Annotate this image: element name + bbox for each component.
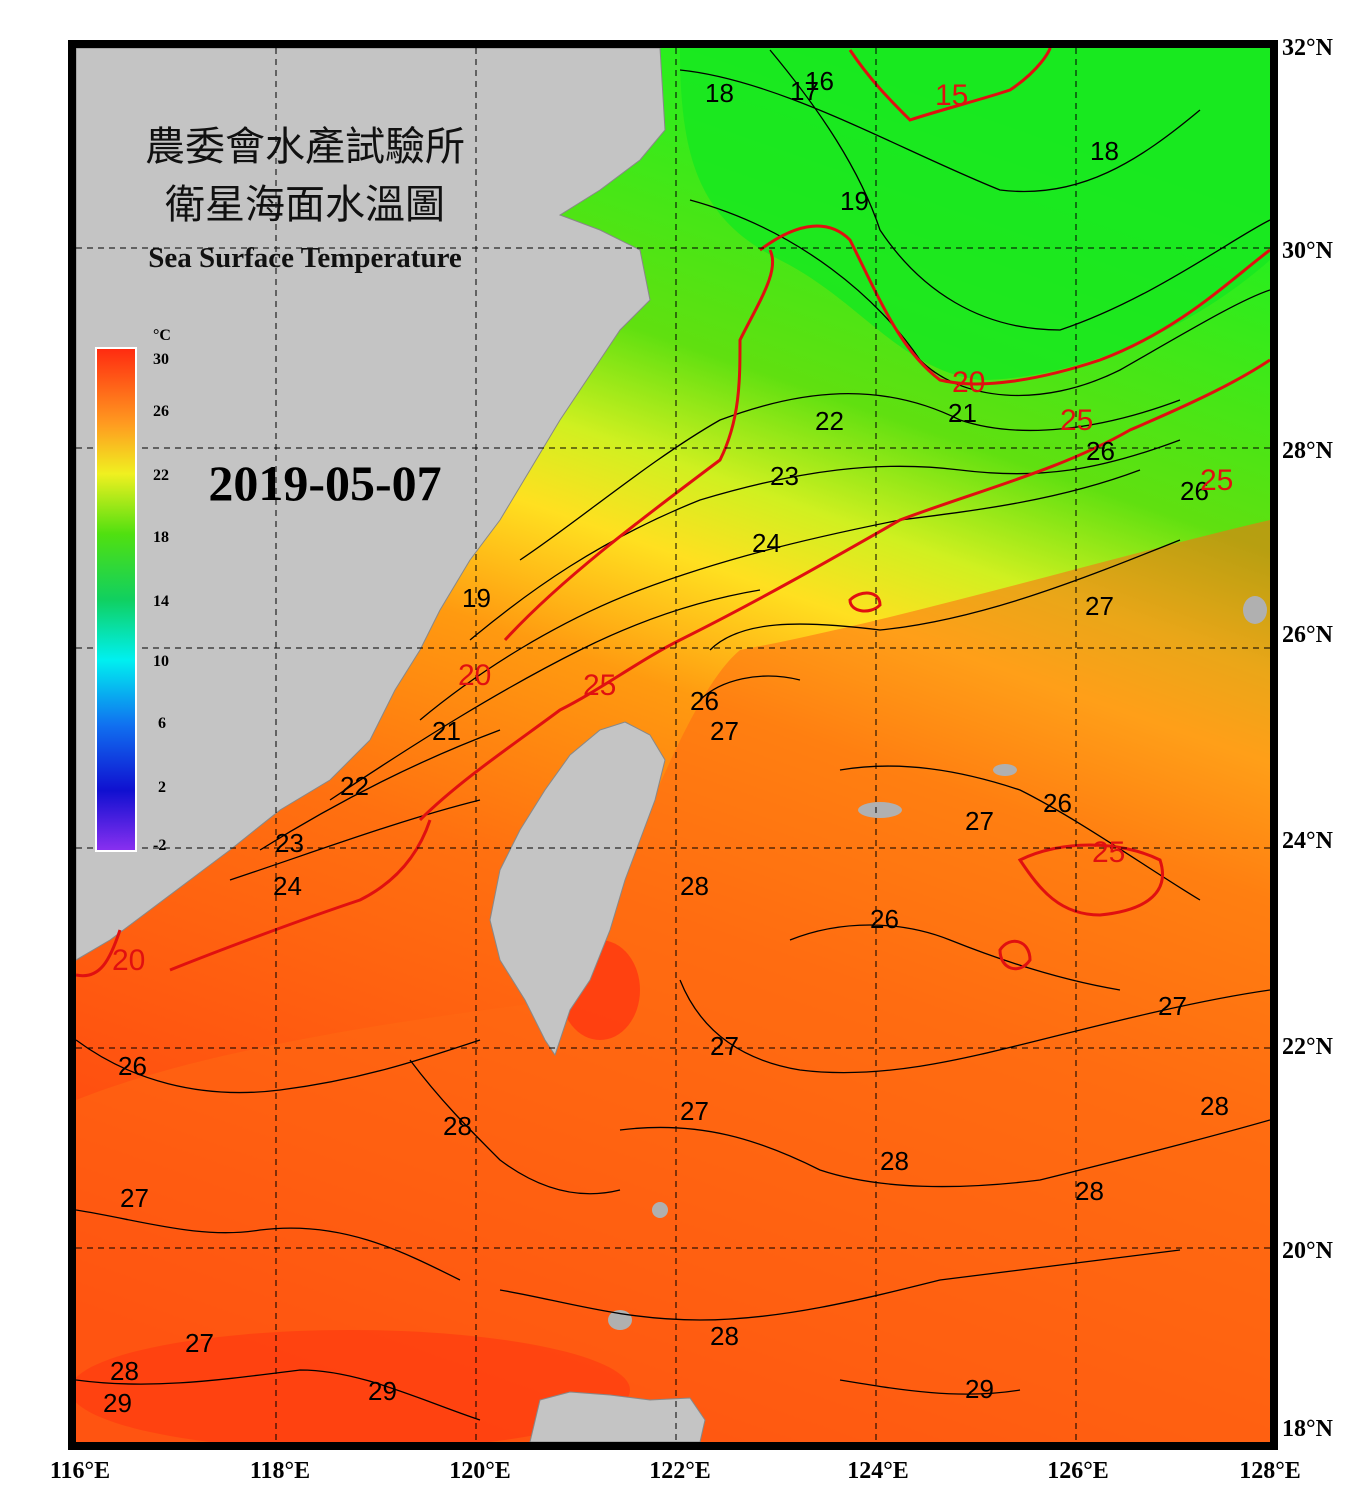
contour-label: 29 — [965, 1374, 994, 1404]
latitude-label: 32°N — [1282, 35, 1334, 61]
isotherms-major — [76, 48, 1270, 978]
contour-label: 19 — [462, 583, 491, 613]
contour-label: 22 — [815, 406, 844, 436]
contour-label: 28 — [710, 1321, 739, 1351]
contour-label: 23 — [770, 461, 799, 491]
contour-label: 27 — [680, 1096, 709, 1126]
contour-label: 27 — [710, 1031, 739, 1061]
contour-labels: 18 17 16 19 18 22 21 23 24 26 26 27 26 2… — [103, 66, 1229, 1418]
colorbar-tick: 30 — [153, 351, 169, 368]
colorbar-tick: -2 — [153, 837, 166, 854]
latitude-labels: 32°N 30°N 28°N 26°N 24°N 22°N 20°N 18°N — [1282, 35, 1334, 1442]
contour-label: 22 — [340, 771, 369, 801]
contour-label: 28 — [680, 871, 709, 901]
contour-label: 27 — [1158, 991, 1187, 1021]
contour-label: 28 — [1075, 1176, 1104, 1206]
contour-label-major: 20 — [112, 944, 145, 977]
longitude-label: 126°E — [1047, 1458, 1109, 1484]
lat-lon-grid — [76, 48, 1270, 1442]
colorbar-tick: 22 — [153, 467, 169, 484]
ryukyu-island — [858, 802, 902, 818]
map-frame — [68, 40, 1278, 1450]
contour-label: 28 — [1200, 1091, 1229, 1121]
date-label: 2019-05-07 — [208, 455, 441, 511]
colorbar-tick: 2 — [158, 779, 166, 796]
colorbar — [95, 347, 137, 852]
title-english: Sea Surface Temperature — [148, 242, 462, 274]
latitude-label: 18°N — [1282, 1416, 1334, 1442]
contour-label-major: 15 — [935, 79, 968, 112]
contour-label-major: 25 — [1200, 464, 1233, 497]
contour-label: 27 — [965, 806, 994, 836]
colorbar-tick: 6 — [158, 715, 166, 732]
contour-label: 26 — [870, 904, 899, 934]
contour-label: 28 — [110, 1356, 139, 1386]
colorbar-tick: 10 — [153, 653, 169, 670]
longitude-label: 120°E — [449, 1458, 511, 1484]
contour-label: 26 — [1086, 436, 1115, 466]
longitude-label: 116°E — [50, 1458, 110, 1484]
title-line2: 衛星海面水溫圖 — [165, 182, 445, 228]
contour-label: 27 — [120, 1183, 149, 1213]
contour-label: 27 — [1085, 591, 1114, 621]
ryukyu-island — [1243, 596, 1267, 624]
contour-label: 29 — [103, 1388, 132, 1418]
contour-label: 18 — [705, 78, 734, 108]
contour-labels-major: 15 20 25 20 25 25 25 20 — [112, 79, 1233, 977]
contour-label: 26 — [1043, 788, 1072, 818]
contour-label: 26 — [118, 1051, 147, 1081]
latitude-label: 28°N — [1282, 438, 1334, 464]
contour-label: 17 — [790, 76, 819, 106]
batanes-island — [652, 1202, 668, 1218]
contour-label: 28 — [880, 1146, 909, 1176]
latitude-label: 24°N — [1282, 828, 1334, 854]
cold-water-region — [680, 48, 1270, 380]
title-line1: 農委會水產試驗所 — [145, 124, 465, 170]
contour-label: 26 — [690, 686, 719, 716]
colorbar-tick: 26 — [153, 403, 169, 420]
longitude-label: 122°E — [649, 1458, 711, 1484]
contour-label: 27 — [185, 1328, 214, 1358]
latitude-label: 20°N — [1282, 1238, 1334, 1264]
colorbar-ticks: 30 26 22 18 14 10 6 2 -2 — [153, 351, 169, 854]
contour-label: 23 — [275, 828, 304, 858]
contour-label: 29 — [368, 1376, 397, 1406]
latitude-label: 22°N — [1282, 1034, 1334, 1060]
mainland-china — [76, 48, 666, 961]
warm-region-south — [76, 1330, 630, 1442]
colorbar-unit: °C — [153, 327, 171, 344]
longitude-label: 118°E — [250, 1458, 310, 1484]
contour-label: 28 — [443, 1111, 472, 1141]
longitude-labels: 116°E 118°E 120°E 122°E 124°E 126°E 128°… — [50, 1458, 1301, 1484]
contour-label: 18 — [1090, 136, 1119, 166]
longitude-label: 124°E — [847, 1458, 909, 1484]
contour-label-major: 25 — [583, 669, 616, 702]
contour-label: 19 — [840, 186, 869, 216]
contour-label: 27 — [710, 716, 739, 746]
contour-label-major: 20 — [952, 366, 985, 399]
contour-label: 24 — [752, 528, 781, 558]
isotherms-minor — [76, 49, 1270, 1421]
contour-label: 21 — [948, 398, 977, 428]
contour-label: 21 — [432, 716, 461, 746]
luzon-island — [529, 1391, 706, 1442]
contour-label-major: 25 — [1060, 404, 1093, 437]
colorbar-tick: 18 — [153, 529, 169, 546]
latitude-label: 26°N — [1282, 622, 1334, 648]
latitude-label: 30°N — [1282, 238, 1334, 264]
longitude-label: 128°E — [1239, 1458, 1301, 1484]
contour-label-major: 20 — [458, 659, 491, 692]
colorbar-tick: 14 — [153, 593, 169, 610]
ryukyu-island — [993, 764, 1017, 776]
warm-water-region — [76, 520, 1270, 1442]
contour-label: 26 — [1180, 476, 1209, 506]
contour-label: 24 — [273, 871, 302, 901]
contour-label: 16 — [805, 66, 834, 96]
contour-label-major: 25 — [1092, 836, 1125, 869]
